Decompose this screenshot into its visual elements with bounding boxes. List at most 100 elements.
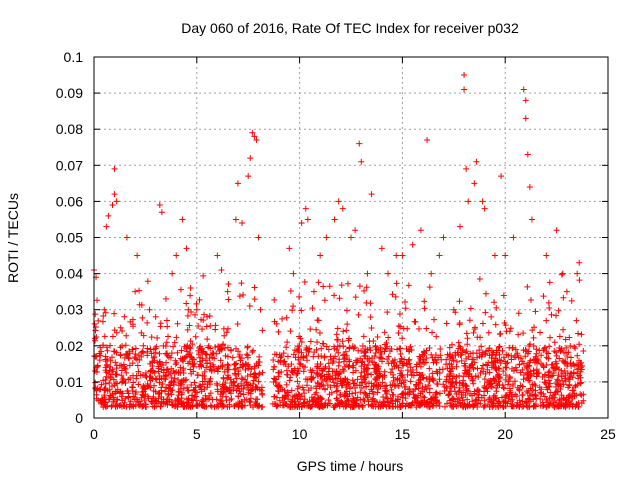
data-point xyxy=(486,394,493,401)
data-point xyxy=(454,396,461,403)
data-point xyxy=(295,383,302,390)
data-point xyxy=(530,403,537,410)
data-point xyxy=(463,165,470,172)
data-point xyxy=(571,343,578,350)
data-points xyxy=(91,72,587,411)
data-point xyxy=(139,402,146,409)
data-point xyxy=(237,390,244,397)
data-point xyxy=(184,326,191,333)
data-point xyxy=(415,401,422,408)
data-point xyxy=(276,369,283,376)
data-point xyxy=(125,376,132,383)
data-point xyxy=(148,398,155,405)
data-point xyxy=(317,361,324,368)
data-point xyxy=(398,380,405,387)
data-point xyxy=(109,333,116,340)
data-point xyxy=(158,209,165,216)
data-point xyxy=(187,292,194,299)
data-point xyxy=(100,377,107,384)
data-point xyxy=(396,310,403,317)
data-point xyxy=(515,310,522,317)
data-point xyxy=(102,403,109,410)
data-point xyxy=(232,216,239,223)
data-point xyxy=(214,386,221,393)
data-point xyxy=(110,376,117,383)
data-point xyxy=(164,401,171,408)
data-point xyxy=(358,369,365,376)
data-point xyxy=(402,403,409,410)
data-point xyxy=(204,360,211,367)
data-point xyxy=(553,352,560,359)
data-point xyxy=(184,387,191,394)
data-point xyxy=(395,322,402,329)
data-point xyxy=(367,300,374,307)
data-point xyxy=(295,346,302,353)
data-point xyxy=(318,345,325,352)
data-point xyxy=(426,284,433,291)
data-point xyxy=(93,369,100,376)
data-point xyxy=(575,330,582,337)
data-point xyxy=(114,386,121,393)
data-point xyxy=(230,386,237,393)
data-point xyxy=(481,376,488,383)
data-point xyxy=(220,385,227,392)
data-point xyxy=(368,191,375,198)
data-point xyxy=(291,398,298,405)
data-point xyxy=(300,353,307,360)
data-point xyxy=(560,359,567,366)
data-point xyxy=(255,362,262,369)
data-point xyxy=(231,403,238,410)
data-point xyxy=(498,394,505,401)
data-point xyxy=(249,348,256,355)
data-point xyxy=(178,381,185,388)
data-point xyxy=(416,400,423,407)
data-point xyxy=(95,397,102,404)
data-point xyxy=(169,270,176,277)
data-point xyxy=(449,404,456,411)
data-point xyxy=(555,377,562,384)
data-point xyxy=(207,402,214,409)
data-point xyxy=(134,362,141,369)
data-point xyxy=(209,354,216,361)
data-point xyxy=(313,326,320,333)
data-point xyxy=(153,343,160,350)
data-point xyxy=(459,380,466,387)
data-point xyxy=(94,385,101,392)
data-point xyxy=(465,198,472,205)
data-point xyxy=(199,372,206,379)
data-point xyxy=(507,325,514,332)
data-point xyxy=(522,398,529,405)
data-point xyxy=(204,313,211,320)
data-point xyxy=(339,205,346,212)
data-point xyxy=(459,397,466,404)
data-point xyxy=(497,374,504,381)
data-point xyxy=(443,373,450,380)
data-point xyxy=(536,384,543,391)
data-point xyxy=(456,343,463,350)
data-point xyxy=(237,364,244,371)
data-point xyxy=(253,137,260,144)
data-point xyxy=(452,388,459,395)
data-point xyxy=(463,355,470,362)
data-point xyxy=(551,348,558,355)
data-point xyxy=(284,353,291,360)
data-point xyxy=(540,293,547,300)
data-point xyxy=(233,360,240,367)
data-point xyxy=(322,385,329,392)
data-point xyxy=(508,352,515,359)
data-point xyxy=(302,376,309,383)
data-point xyxy=(347,384,354,391)
y-tick-label: 0.05 xyxy=(56,230,83,246)
data-point xyxy=(325,397,332,404)
data-point xyxy=(206,313,213,320)
data-point xyxy=(501,358,508,365)
data-point xyxy=(537,402,544,409)
data-point xyxy=(212,344,219,351)
data-point xyxy=(355,311,362,318)
data-point xyxy=(429,402,436,409)
data-point xyxy=(186,402,193,409)
data-point xyxy=(251,296,258,303)
data-point xyxy=(196,382,203,389)
data-point xyxy=(296,360,303,367)
data-point xyxy=(381,383,388,390)
